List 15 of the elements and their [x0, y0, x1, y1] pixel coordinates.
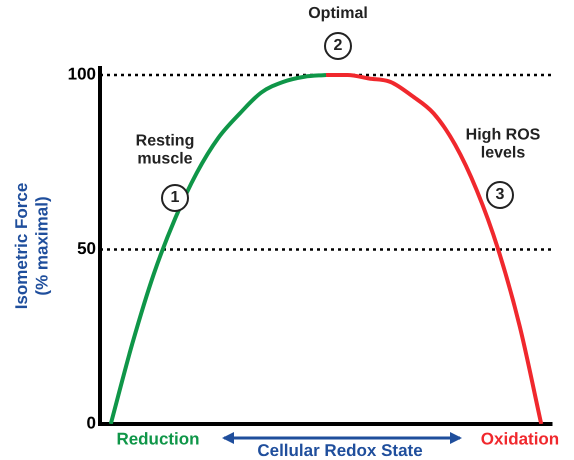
y-tick-label: 100	[68, 64, 96, 84]
y-tick-label: 50	[77, 239, 96, 258]
y-axis-title: Isometric Force (% maximal)	[12, 182, 52, 310]
text: Reduction	[116, 430, 200, 450]
text: 2	[324, 32, 352, 60]
text: Oxidation	[480, 430, 560, 450]
line-series	[108, 72, 328, 424]
annotation: High ROS levels	[466, 126, 540, 162]
annotation: 3	[486, 181, 514, 209]
annotation: Resting muscle	[136, 132, 194, 168]
annotation: 1	[161, 184, 189, 212]
text: Optimal	[308, 5, 368, 23]
y-tick-label: 0	[86, 414, 96, 433]
x-axis-title: Cellular Redox State	[257, 441, 423, 460]
line-series	[324, 72, 544, 424]
